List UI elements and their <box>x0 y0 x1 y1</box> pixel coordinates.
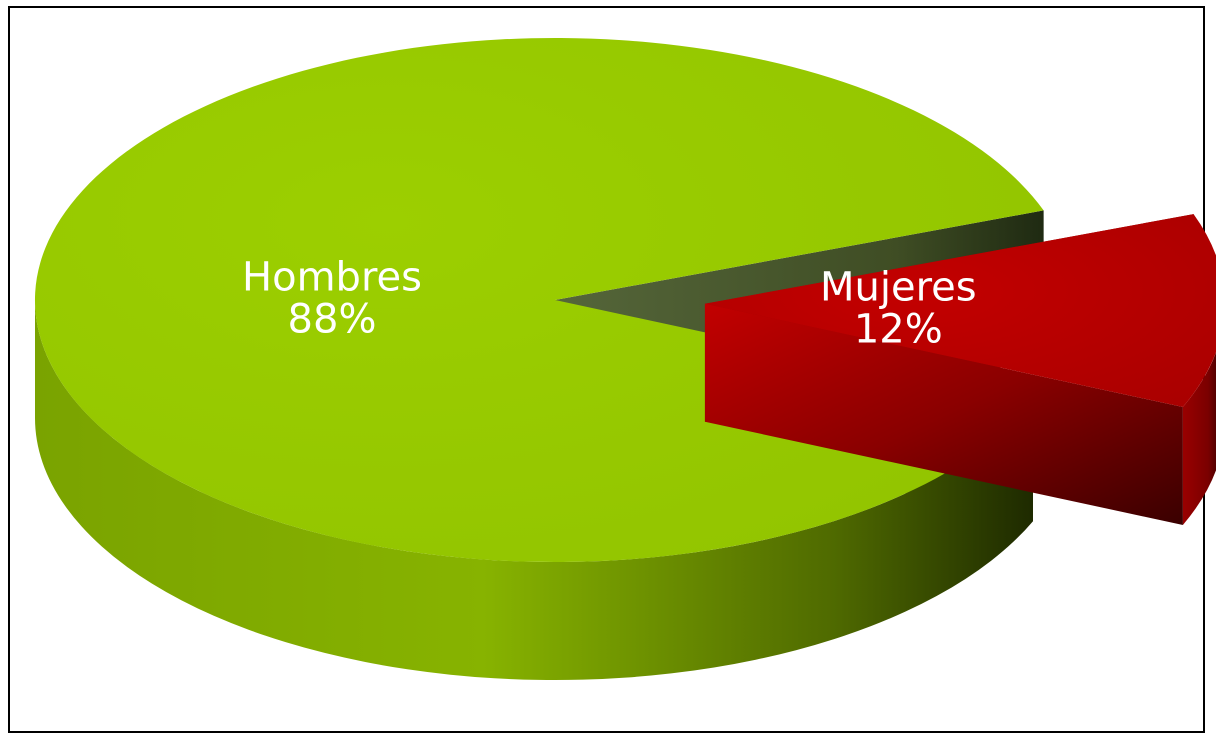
slice-label-hombres-name: Hombres <box>242 254 422 300</box>
pie-slice-hombres-side <box>34 300 1033 681</box>
pie-slice-mujeres-side <box>1182 351 1216 525</box>
pie-slice-mujeres-top <box>704 214 1216 407</box>
slice-label-mujeres-name: Mujeres <box>820 264 977 310</box>
slice-label-hombres-value: 88% <box>288 296 377 342</box>
pie-slice-mujeres-cut-face <box>704 303 1183 525</box>
slice-label-mujeres-value: 12% <box>854 306 943 352</box>
pie-slice-mujeres <box>704 214 1216 525</box>
